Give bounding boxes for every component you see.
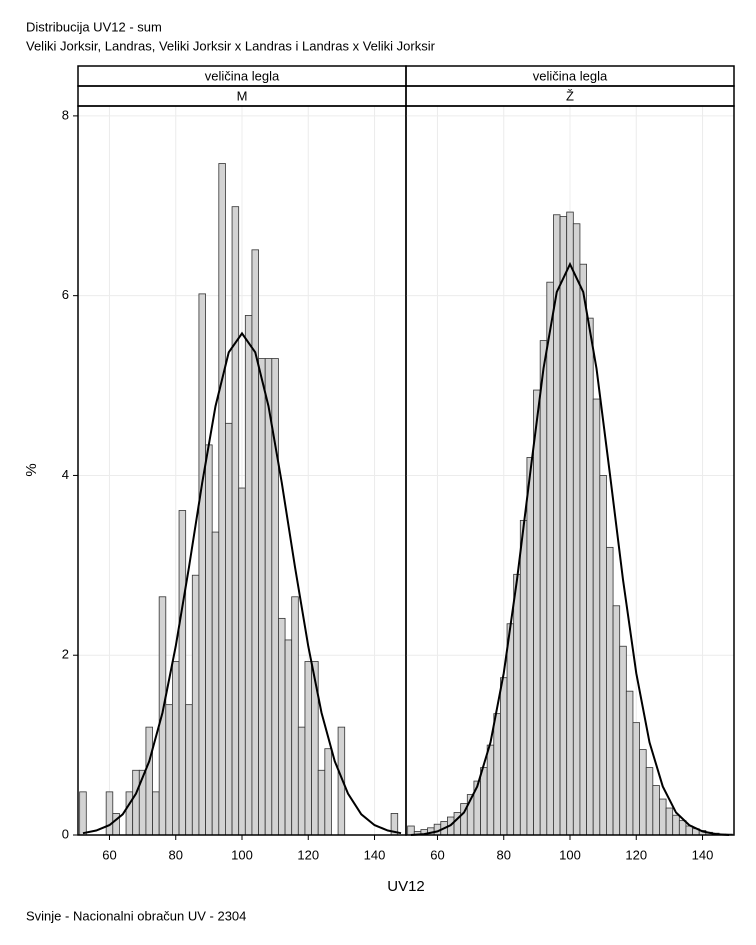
- x-tick-label: 140: [692, 847, 714, 862]
- panel-frame: [405, 105, 735, 836]
- bar: [659, 798, 667, 836]
- bar: [506, 623, 515, 836]
- bar: [652, 785, 660, 836]
- bar: [231, 206, 240, 836]
- bar: [172, 661, 180, 836]
- bar: [599, 475, 607, 836]
- bar: [191, 574, 200, 836]
- bar: [145, 726, 153, 836]
- bar: [500, 677, 508, 836]
- bar: [546, 281, 554, 836]
- y-tick-label: 8: [62, 107, 69, 122]
- x-tick-label: 120: [625, 847, 647, 862]
- bar: [152, 791, 160, 836]
- bar: [225, 422, 233, 836]
- bar: [685, 825, 693, 836]
- chart-subtitle: Veliki Jorksir, Landras, Veliki Jorksir …: [26, 38, 436, 53]
- bar: [278, 617, 286, 836]
- bar: [264, 358, 273, 836]
- strip-label: Ž: [566, 88, 574, 103]
- bar: [526, 457, 534, 836]
- bar: [639, 749, 647, 836]
- bar: [178, 510, 187, 836]
- x-tick-label: 100: [559, 847, 581, 862]
- y-axis-label: %: [23, 463, 40, 476]
- y-tick-label: 6: [62, 287, 69, 302]
- density-curve: [410, 261, 730, 836]
- bar: [579, 263, 587, 836]
- x-tick-label: 80: [497, 847, 511, 862]
- x-tick-label: 140: [364, 847, 386, 862]
- bar: [559, 216, 568, 836]
- footer: Svinje - Nacionalni obračun UV - 2304: [26, 908, 246, 923]
- bar: [572, 223, 581, 836]
- bar: [625, 690, 634, 836]
- y-tick-label: 4: [62, 467, 69, 482]
- bar: [198, 293, 206, 836]
- bar: [105, 791, 114, 836]
- x-tick-label: 100: [231, 847, 253, 862]
- bar: [291, 596, 299, 836]
- bar: [244, 315, 253, 836]
- bar: [533, 389, 541, 836]
- y-tick-label: 2: [62, 647, 69, 662]
- bar: [297, 726, 306, 836]
- x-axis-label: UV12: [387, 878, 425, 895]
- bar: [519, 519, 528, 836]
- x-tick-label: 80: [169, 847, 183, 862]
- bar: [486, 744, 495, 836]
- bar: [317, 769, 326, 836]
- x-tick-label: 60: [430, 847, 444, 862]
- bar: [79, 791, 87, 836]
- x-tick-label: 120: [297, 847, 319, 862]
- bar: [592, 398, 601, 836]
- bar: [284, 639, 293, 836]
- bar: [566, 211, 574, 836]
- bar: [513, 573, 521, 836]
- bar: [132, 769, 140, 836]
- bar: [211, 531, 220, 836]
- chart-title: Distribucija UV12 - sum: [26, 19, 162, 34]
- x-tick-label: 60: [102, 847, 116, 862]
- bar: [251, 249, 259, 836]
- bar: [665, 807, 674, 836]
- bar: [205, 444, 213, 836]
- bar: [539, 340, 548, 836]
- bar: [480, 767, 488, 836]
- bar: [493, 713, 501, 836]
- bar: [645, 767, 654, 836]
- bar: [407, 825, 415, 836]
- bar: [678, 820, 687, 836]
- bar: [606, 546, 614, 836]
- strip-label: veličina legla: [205, 68, 280, 83]
- bar: [185, 704, 193, 836]
- y-tick-label: 0: [62, 826, 69, 841]
- bar: [632, 722, 640, 836]
- bar: [612, 605, 621, 836]
- strip-label: M: [237, 88, 248, 103]
- bar: [619, 645, 627, 836]
- bar: [165, 704, 173, 836]
- density-curve: [82, 331, 402, 835]
- bar: [324, 748, 332, 836]
- strip-label: veličina legla: [533, 68, 608, 83]
- bar: [304, 661, 312, 836]
- bar: [586, 317, 594, 836]
- bar: [258, 358, 266, 836]
- bar: [238, 487, 246, 836]
- bar: [672, 814, 680, 836]
- bar: [218, 163, 226, 836]
- bar: [125, 791, 134, 836]
